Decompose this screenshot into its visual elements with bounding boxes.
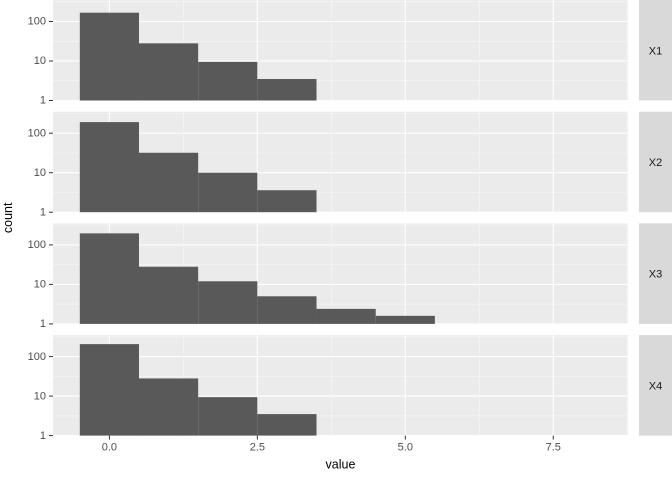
svg-text:0.0: 0.0 xyxy=(102,442,117,454)
svg-text:100: 100 xyxy=(28,127,46,139)
svg-text:5.0: 5.0 xyxy=(398,442,413,454)
svg-text:X3: X3 xyxy=(649,269,662,281)
svg-text:100: 100 xyxy=(28,16,46,28)
svg-text:1: 1 xyxy=(40,206,46,218)
svg-text:100: 100 xyxy=(28,351,46,363)
svg-text:10: 10 xyxy=(34,55,46,67)
svg-text:1: 1 xyxy=(40,430,46,442)
svg-text:100: 100 xyxy=(28,239,46,251)
svg-text:X1: X1 xyxy=(649,45,662,57)
svg-text:10: 10 xyxy=(34,390,46,402)
svg-text:10: 10 xyxy=(34,167,46,179)
svg-text:count: count xyxy=(1,202,15,233)
svg-text:1: 1 xyxy=(40,95,46,107)
svg-text:value: value xyxy=(326,458,356,472)
svg-text:2.5: 2.5 xyxy=(250,442,265,454)
svg-text:X2: X2 xyxy=(649,157,662,169)
svg-text:7.5: 7.5 xyxy=(546,442,561,454)
svg-text:1: 1 xyxy=(40,318,46,330)
svg-text:X4: X4 xyxy=(649,380,662,392)
svg-text:10: 10 xyxy=(34,279,46,291)
